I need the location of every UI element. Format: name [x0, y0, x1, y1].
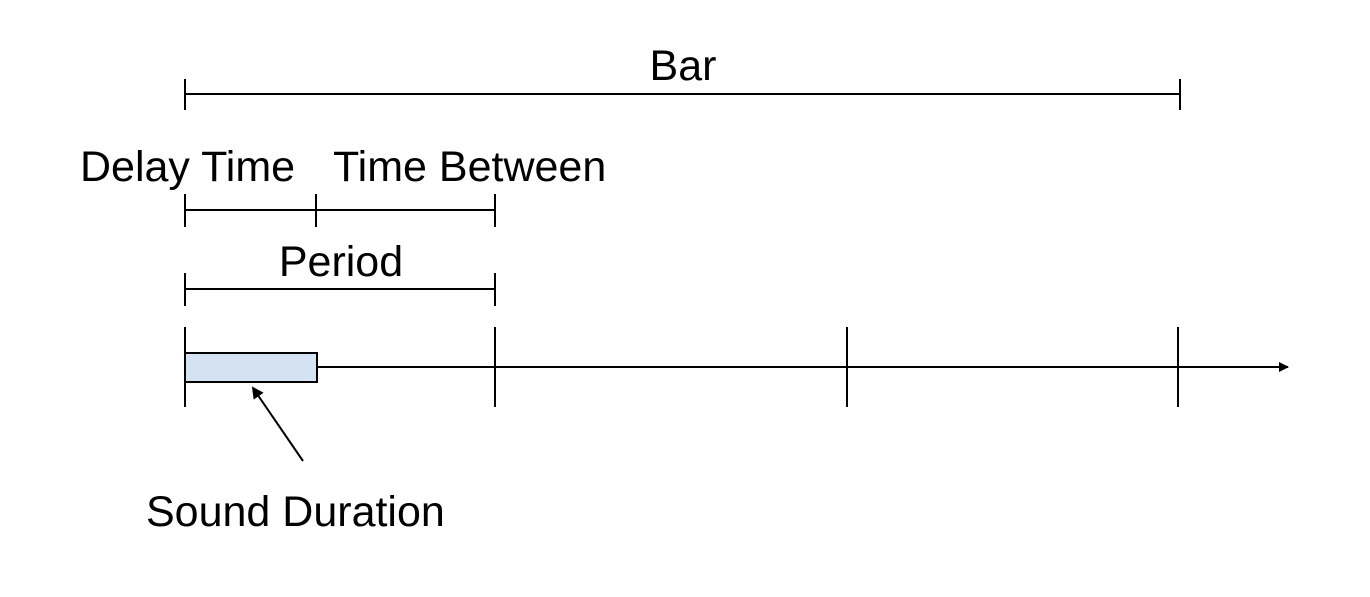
period-span: Period [184, 238, 496, 306]
sound-duration-label: Sound Duration [146, 488, 445, 536]
sound-duration-pointer-arrow [251, 386, 304, 462]
period-label: Period [279, 238, 403, 286]
bar-label: Bar [650, 42, 717, 90]
time-between-label: Time Between [333, 143, 606, 191]
delay-and-between-spans: Delay Time Time Between [80, 143, 606, 227]
bar-span: Bar [184, 42, 1181, 110]
sound-duration-box [184, 352, 318, 383]
timeline [184, 327, 1289, 407]
sound-duration-callout: Sound Duration [146, 386, 445, 536]
delay-time-label: Delay Time [80, 143, 295, 191]
